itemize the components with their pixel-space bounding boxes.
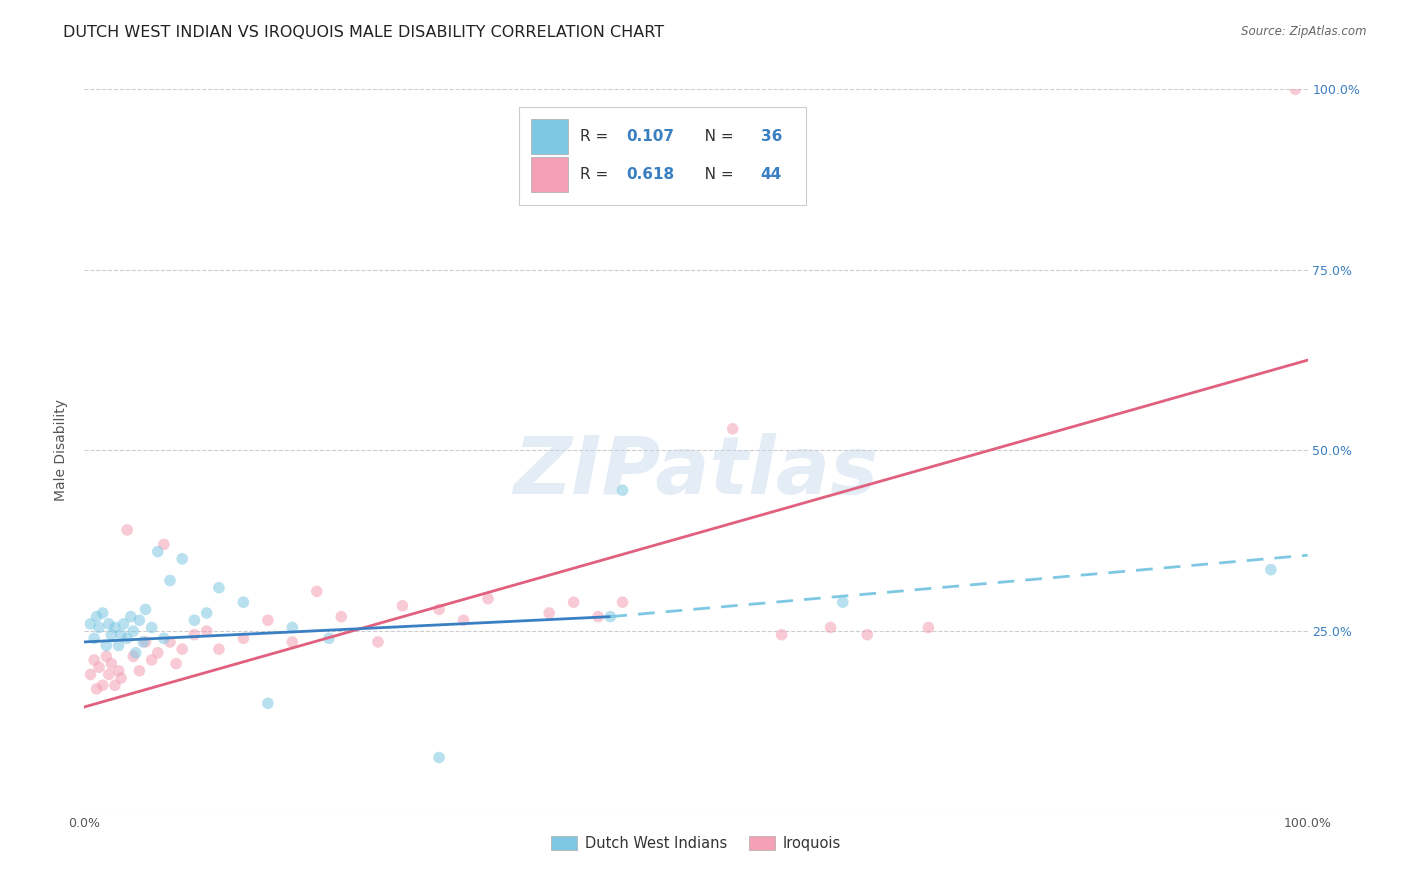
- Point: [86, 609, 108, 624]
- Text: R =: R =: [579, 128, 613, 144]
- Text: 36: 36: [761, 128, 782, 144]
- Point: [586, 609, 609, 624]
- Point: [146, 646, 169, 660]
- Point: [100, 628, 122, 642]
- Point: [427, 602, 450, 616]
- Point: [120, 609, 142, 624]
- Point: [477, 591, 499, 606]
- Point: [125, 646, 148, 660]
- Point: [257, 696, 280, 710]
- Point: [453, 613, 475, 627]
- Point: [305, 584, 328, 599]
- Text: 0.107: 0.107: [626, 128, 675, 144]
- Point: [917, 620, 939, 634]
- Point: [79, 667, 101, 681]
- Point: [538, 606, 561, 620]
- Text: R =: R =: [579, 167, 613, 182]
- Point: [208, 642, 231, 657]
- Point: [87, 660, 110, 674]
- Point: [96, 639, 118, 653]
- Point: [128, 664, 150, 678]
- Text: ZIPatlas: ZIPatlas: [513, 434, 879, 511]
- Point: [367, 635, 389, 649]
- Point: [281, 635, 304, 649]
- Point: [141, 620, 163, 634]
- Point: [104, 620, 127, 634]
- Point: [107, 664, 129, 678]
- FancyBboxPatch shape: [531, 157, 568, 192]
- Point: [257, 613, 280, 627]
- Point: [820, 620, 842, 634]
- Text: 0.618: 0.618: [626, 167, 675, 182]
- Point: [159, 635, 181, 649]
- Point: [153, 537, 176, 551]
- FancyBboxPatch shape: [519, 107, 806, 205]
- Point: [1260, 563, 1282, 577]
- Point: [183, 628, 205, 642]
- Point: [195, 624, 218, 639]
- Point: [1284, 82, 1306, 96]
- Point: [153, 632, 176, 646]
- Point: [146, 544, 169, 558]
- Point: [122, 649, 145, 664]
- Point: [112, 616, 135, 631]
- Point: [391, 599, 413, 613]
- Point: [831, 595, 853, 609]
- Legend: Dutch West Indians, Iroquois: Dutch West Indians, Iroquois: [546, 830, 846, 856]
- Point: [96, 649, 118, 664]
- Point: [110, 628, 132, 642]
- Point: [100, 657, 122, 671]
- Point: [87, 620, 110, 634]
- Point: [427, 750, 450, 764]
- Point: [115, 523, 138, 537]
- Point: [110, 671, 132, 685]
- Point: [132, 635, 155, 649]
- Point: [83, 653, 105, 667]
- Point: [856, 628, 879, 642]
- Point: [91, 606, 114, 620]
- Text: Source: ZipAtlas.com: Source: ZipAtlas.com: [1241, 25, 1367, 38]
- Point: [232, 595, 254, 609]
- Point: [79, 616, 101, 631]
- Point: [97, 616, 120, 631]
- Point: [183, 613, 205, 627]
- Point: [141, 653, 163, 667]
- Point: [86, 681, 108, 696]
- Point: [172, 642, 194, 657]
- Point: [330, 609, 353, 624]
- Point: [165, 657, 187, 671]
- Point: [83, 632, 105, 646]
- Point: [232, 632, 254, 646]
- Text: DUTCH WEST INDIAN VS IROQUOIS MALE DISABILITY CORRELATION CHART: DUTCH WEST INDIAN VS IROQUOIS MALE DISAB…: [63, 25, 665, 40]
- Point: [612, 595, 634, 609]
- Point: [107, 639, 129, 653]
- Point: [195, 606, 218, 620]
- Text: N =: N =: [690, 128, 738, 144]
- Point: [599, 609, 621, 624]
- Point: [208, 581, 231, 595]
- Point: [770, 628, 793, 642]
- Point: [172, 551, 194, 566]
- Point: [97, 667, 120, 681]
- Text: 44: 44: [761, 167, 782, 182]
- Point: [122, 624, 145, 639]
- Point: [721, 422, 744, 436]
- Point: [318, 632, 340, 646]
- Point: [115, 632, 138, 646]
- Point: [612, 483, 634, 498]
- Point: [128, 613, 150, 627]
- Point: [135, 602, 157, 616]
- Point: [281, 620, 304, 634]
- Point: [91, 678, 114, 692]
- Point: [104, 678, 127, 692]
- Text: N =: N =: [690, 167, 738, 182]
- Point: [562, 595, 585, 609]
- FancyBboxPatch shape: [531, 119, 568, 153]
- Y-axis label: Male Disability: Male Disability: [55, 400, 69, 501]
- Point: [159, 574, 181, 588]
- Point: [135, 635, 157, 649]
